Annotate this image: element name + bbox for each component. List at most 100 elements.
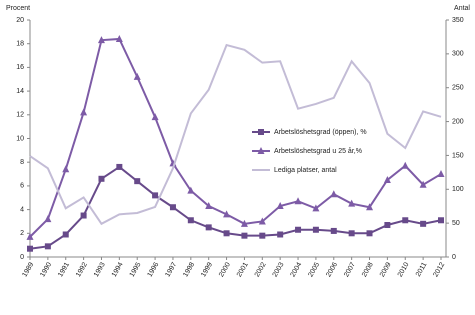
point — [402, 217, 409, 224]
y2-tick-label: 200 — [452, 118, 464, 125]
point — [44, 243, 51, 250]
point — [438, 217, 444, 224]
x-tick-label: 2004 — [290, 261, 304, 278]
y2-axis-label: Antal — [454, 5, 470, 12]
x-tick-label: 2003 — [272, 261, 286, 278]
legend-marker — [257, 147, 265, 154]
point — [330, 227, 337, 234]
point — [62, 231, 69, 238]
y-tick-label: 0 — [20, 254, 24, 261]
y-tick-label: 18 — [16, 41, 24, 48]
x-tick-label: 2009 — [379, 261, 393, 278]
point — [420, 220, 427, 227]
point — [348, 230, 355, 237]
point — [187, 186, 195, 194]
x-tick-label: 2011 — [415, 261, 429, 278]
point — [169, 204, 176, 211]
x-tick-label: 2007 — [343, 261, 357, 278]
y-axis-label: Procent — [6, 5, 30, 12]
y-tick-label: 8 — [20, 159, 24, 166]
point — [44, 215, 52, 223]
point — [295, 226, 302, 233]
y2-tick-label: 100 — [452, 186, 464, 193]
point — [240, 219, 248, 227]
y-tick-label: 6 — [20, 183, 24, 190]
point — [401, 161, 409, 169]
point — [348, 199, 356, 207]
x-tick-label: 2010 — [397, 261, 411, 278]
point — [115, 34, 123, 42]
x-tick-label: 1993 — [93, 261, 107, 278]
x-tick-label: 1997 — [164, 261, 178, 278]
point — [258, 217, 266, 225]
x-tick-label: 1995 — [129, 261, 143, 278]
y2-tick-label: 150 — [452, 152, 464, 159]
point — [80, 108, 88, 116]
y-tick-label: 12 — [16, 112, 24, 119]
point — [223, 210, 231, 218]
x-tick-label: 1990 — [39, 261, 53, 278]
x-tick-label: 2008 — [361, 261, 375, 278]
point — [383, 175, 391, 183]
x-tick-label: 2005 — [307, 261, 321, 278]
x-tick-label: 1996 — [147, 261, 161, 278]
x-tick-label: 1989 — [21, 261, 35, 278]
point — [134, 178, 141, 185]
y-tick-label: 2 — [20, 230, 24, 237]
point — [151, 113, 159, 121]
point — [277, 231, 284, 238]
point — [223, 230, 230, 237]
point — [80, 212, 87, 219]
point — [419, 180, 427, 188]
point — [384, 222, 391, 229]
legend-label: Arbetslöshetsgrad u 25 år,% — [274, 147, 362, 155]
x-tick-label: 2001 — [236, 261, 250, 278]
point — [276, 202, 284, 210]
y-tick-label: 16 — [16, 64, 24, 71]
point — [312, 226, 319, 233]
point — [133, 72, 141, 80]
y2-tick-label: 250 — [452, 85, 464, 92]
legend-label: Lediga platser, antal — [274, 167, 337, 174]
point — [205, 202, 213, 210]
x-tick-label: 1991 — [57, 261, 71, 278]
y-tick-label: 20 — [16, 17, 24, 24]
point — [366, 203, 374, 211]
y2-tick-label: 300 — [452, 51, 464, 58]
point — [152, 192, 159, 199]
point — [330, 190, 338, 198]
series-line — [29, 37, 442, 238]
point — [116, 163, 123, 170]
point — [437, 170, 445, 178]
x-tick-label: 2002 — [254, 261, 268, 278]
x-tick-label: 2006 — [325, 261, 339, 278]
point — [312, 204, 320, 212]
x-tick-label: 1999 — [200, 261, 214, 278]
point — [259, 232, 266, 239]
point — [98, 175, 105, 182]
y2-tick-label: 50 — [452, 220, 460, 227]
y-tick-label: 10 — [16, 135, 24, 142]
point — [366, 230, 373, 237]
point — [294, 197, 302, 205]
x-tick-label: 2012 — [432, 261, 446, 278]
point — [241, 232, 248, 239]
y2-tick-label: 350 — [452, 17, 464, 24]
y-tick-label: 4 — [20, 206, 24, 213]
y2-tick-label: 0 — [452, 254, 456, 261]
point — [97, 36, 105, 44]
point — [62, 165, 70, 173]
point — [205, 224, 212, 231]
y-tick-label: 14 — [16, 88, 24, 95]
point — [27, 245, 33, 252]
series-line — [29, 43, 442, 226]
legend-marker — [258, 129, 264, 135]
x-tick-label: 2000 — [218, 261, 232, 278]
x-tick-label: 1992 — [75, 261, 89, 278]
point — [187, 217, 194, 224]
point — [26, 232, 34, 240]
x-tick-label: 1994 — [111, 261, 125, 278]
legend-label: Arbetslöshetsgrad (öppen), % — [274, 129, 367, 136]
x-tick-label: 1998 — [182, 261, 196, 278]
